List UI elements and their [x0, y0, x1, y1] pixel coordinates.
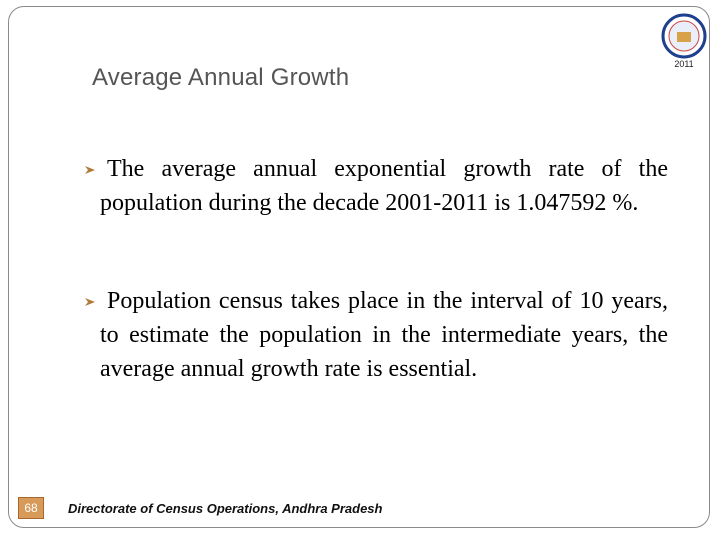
bullet-text: The average annual exponential growth ra…: [100, 156, 668, 216]
bullet-marker: [85, 298, 95, 306]
logo-emblem: [677, 32, 691, 42]
logo-year: 2011: [674, 59, 693, 69]
footer-text: Directorate of Census Operations, Andhra…: [68, 501, 383, 516]
slide-frame: [8, 6, 710, 528]
bullet-item: The average annual exponential growth ra…: [85, 152, 668, 220]
page-number: 68: [18, 497, 44, 519]
slide-title: Average Annual Growth: [92, 64, 350, 91]
bullet-marker: [85, 166, 95, 174]
bullet-item: Population census takes place in the int…: [85, 284, 668, 386]
census-logo: 2011: [661, 13, 707, 69]
bullet-text: Population census takes place in the int…: [100, 288, 668, 382]
